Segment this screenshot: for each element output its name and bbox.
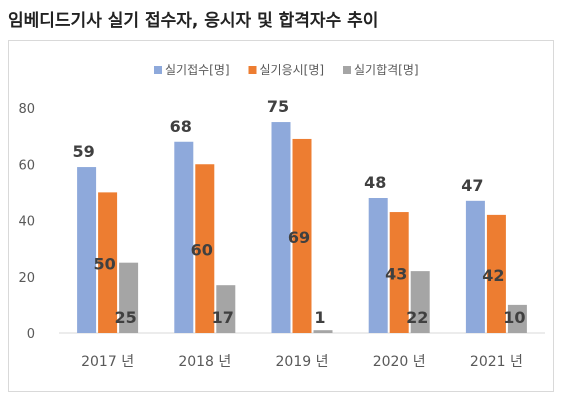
bar: [486, 214, 506, 333]
legend-swatch: [343, 66, 351, 74]
data-label: 75: [267, 97, 289, 116]
data-label: 50: [93, 255, 115, 274]
bar: [195, 164, 215, 333]
bar: [77, 167, 97, 333]
data-label: 68: [170, 117, 192, 136]
data-label: 43: [385, 265, 407, 284]
bar: [368, 198, 388, 333]
x-tick-label: 2019 년: [276, 354, 329, 370]
bar: [271, 122, 291, 333]
bar: [119, 262, 139, 333]
x-tick-label: 2020 년: [373, 354, 426, 370]
data-label: 22: [406, 308, 428, 327]
y-tick-label: 80: [18, 102, 35, 117]
data-label: 47: [461, 176, 483, 195]
y-tick-label: 0: [27, 327, 35, 342]
x-tick-label: 2018 년: [178, 354, 231, 370]
bar: [174, 141, 194, 333]
x-tick-label: 2021 년: [470, 354, 523, 370]
x-tick-label: 2017 년: [81, 354, 134, 370]
bar-chart: 0 20 40 60 80 실기접수[명] 실기응시[명] 실기합격[명] 59 50 25 2017…: [18, 63, 545, 370]
data-label: 1: [314, 308, 325, 327]
y-tick-label: 60: [18, 158, 35, 173]
data-label: 17: [212, 308, 234, 327]
bar: [389, 212, 409, 333]
page-title: 임베디드기사 실기 접수자, 응시자 및 합격자수 추이: [8, 11, 379, 31]
bar: [313, 330, 333, 333]
y-tick-label: 40: [18, 215, 35, 230]
legend-label: 실기합격[명]: [354, 63, 419, 77]
data-label: 42: [482, 266, 504, 285]
legend-label: 실기접수[명]: [165, 63, 230, 77]
bar: [410, 271, 430, 333]
bar: [98, 192, 118, 333]
bar: [507, 304, 527, 333]
legend-label: 실기응시[명]: [260, 63, 325, 77]
y-tick-label: 20: [18, 271, 35, 286]
chart-area: 0 20 40 60 80 실기접수[명] 실기응시[명] 실기합격[명] 59 50 25 2017…: [8, 40, 554, 392]
data-label: 25: [114, 308, 136, 327]
legend-swatch: [248, 66, 257, 74]
bar: [465, 200, 485, 333]
bar: [292, 138, 312, 333]
data-label: 69: [288, 228, 310, 247]
data-label: 48: [364, 173, 386, 192]
data-label: 10: [503, 308, 525, 327]
data-label: 59: [72, 142, 94, 161]
legend-swatch: [154, 66, 162, 74]
bar: [216, 285, 236, 333]
data-label: 60: [191, 241, 213, 260]
